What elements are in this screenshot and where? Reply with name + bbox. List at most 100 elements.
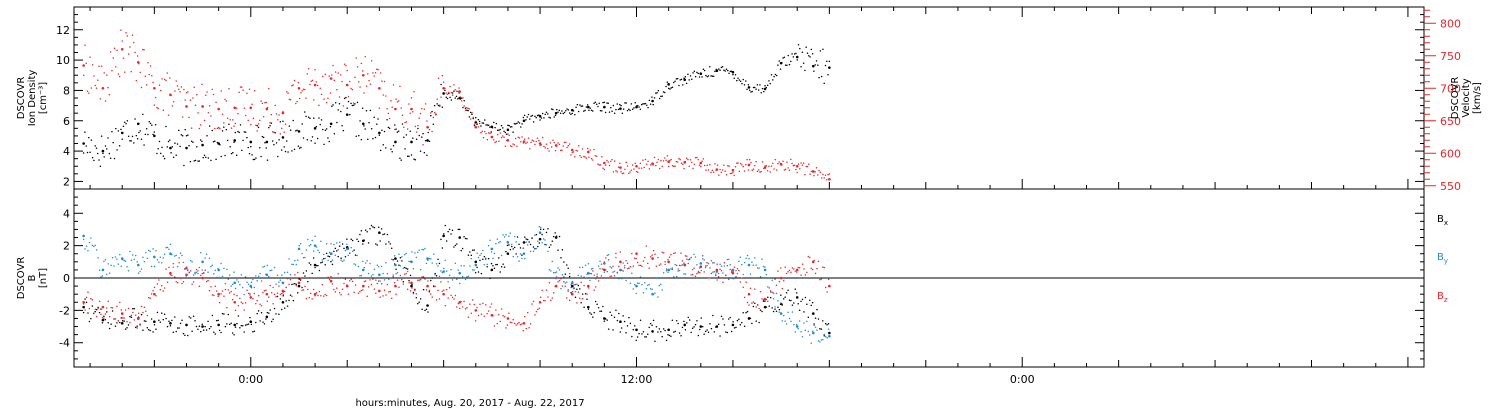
bottom-data-point xyxy=(526,311,529,314)
bottom-data-point xyxy=(719,335,721,337)
bottom-data-point xyxy=(793,323,795,326)
bottom-data-point xyxy=(346,238,348,240)
bottom-data-point xyxy=(376,244,379,246)
top-data-point xyxy=(550,146,553,148)
right-y-tick-label: 600 xyxy=(1440,147,1461,160)
top-data-point xyxy=(660,95,662,98)
bottom-data-point xyxy=(127,269,130,272)
top-data-point xyxy=(421,107,423,110)
bottom-data-point xyxy=(706,261,708,264)
bottom-data-point xyxy=(259,303,261,305)
top-data-point xyxy=(606,102,608,104)
bottom-data-point xyxy=(554,271,556,274)
top-data-point xyxy=(360,62,363,65)
top-data-point xyxy=(755,88,757,90)
top-data-point xyxy=(82,64,85,67)
bottom-data-point xyxy=(542,299,545,302)
top-data-point xyxy=(450,99,453,101)
bottom-data-point xyxy=(498,257,500,259)
bottom-data-point xyxy=(464,237,467,240)
top-data-point xyxy=(91,64,94,66)
top-data-point xyxy=(305,97,307,99)
bottom-data-point xyxy=(201,325,204,328)
top-data-point xyxy=(313,83,317,87)
top-data-point xyxy=(291,150,293,152)
bottom-data-point xyxy=(558,269,561,271)
top-data-point xyxy=(180,86,183,88)
top-data-point xyxy=(503,136,505,138)
bottom-data-point xyxy=(579,288,581,290)
bottom-data-point xyxy=(791,311,794,313)
bottom-data-point xyxy=(255,302,257,305)
bottom-data-point xyxy=(684,255,687,257)
bottom-data-point xyxy=(377,226,380,228)
bottom-data-point xyxy=(671,319,674,322)
top-data-point xyxy=(721,169,724,171)
bottom-data-point xyxy=(390,247,393,249)
bottom-data-point xyxy=(524,236,526,238)
top-data-point xyxy=(774,73,777,76)
bottom-data-point xyxy=(158,261,160,264)
bottom-data-point xyxy=(165,317,167,320)
bottom-data-point xyxy=(304,275,306,277)
bottom-data-point xyxy=(437,265,439,267)
top-data-point xyxy=(699,161,703,165)
top-data-point xyxy=(615,170,617,172)
bottom-data-point xyxy=(728,318,730,320)
top-data-point xyxy=(280,127,283,130)
top-data-point xyxy=(454,97,456,99)
bottom-data-point xyxy=(772,297,775,300)
bottom-data-point xyxy=(661,289,663,291)
bottom-data-point xyxy=(421,248,423,251)
top-data-point xyxy=(405,134,408,136)
bottom-data-point xyxy=(275,313,277,315)
bottom-data-point xyxy=(395,293,397,295)
bottom-data-point xyxy=(120,322,124,325)
top-data-point xyxy=(279,121,282,123)
top-data-point xyxy=(739,162,742,165)
bottom-data-point xyxy=(382,272,384,275)
top-data-point xyxy=(674,80,676,83)
top-data-point xyxy=(561,149,563,151)
top-data-point xyxy=(270,122,273,124)
top-data-point xyxy=(422,132,424,135)
top-data-point xyxy=(805,46,807,48)
top-data-point xyxy=(756,170,759,173)
top-data-point xyxy=(208,125,211,127)
bottom-data-point xyxy=(233,271,235,273)
bottom-data-point xyxy=(716,263,718,265)
bottom-data-point xyxy=(794,270,797,272)
bottom-data-point xyxy=(299,242,302,245)
bottom-data-point xyxy=(703,271,705,273)
bottom-data-point xyxy=(469,251,471,253)
bottom-data-point xyxy=(473,269,475,271)
top-data-point xyxy=(554,114,557,117)
top-data-point xyxy=(156,152,158,155)
bottom-data-point xyxy=(781,304,784,306)
top-data-point xyxy=(229,118,231,121)
top-data-point xyxy=(136,60,140,64)
top-data-point xyxy=(463,99,465,102)
top-data-point xyxy=(127,135,130,137)
bottom-data-point xyxy=(129,321,131,324)
top-data-point xyxy=(705,169,707,171)
bottom-data-point xyxy=(392,258,394,261)
bottom-data-point xyxy=(108,272,111,274)
bottom-data-point xyxy=(422,248,425,251)
top-data-point xyxy=(233,106,237,110)
bottom-data-point xyxy=(764,298,766,301)
top-data-point xyxy=(683,167,685,170)
bottom-data-point xyxy=(629,322,632,325)
bottom-data-point xyxy=(538,237,542,241)
bottom-data-point xyxy=(153,320,156,323)
bottom-data-point xyxy=(101,268,105,272)
bottom-data-point xyxy=(513,322,516,325)
top-data-point xyxy=(414,125,417,128)
top-data-point xyxy=(243,131,246,133)
bottom-data-point xyxy=(826,323,828,326)
bottom-data-point xyxy=(218,329,221,332)
bottom-data-point xyxy=(513,235,516,238)
bottom-data-point xyxy=(136,327,138,329)
bottom-data-point xyxy=(450,294,452,297)
